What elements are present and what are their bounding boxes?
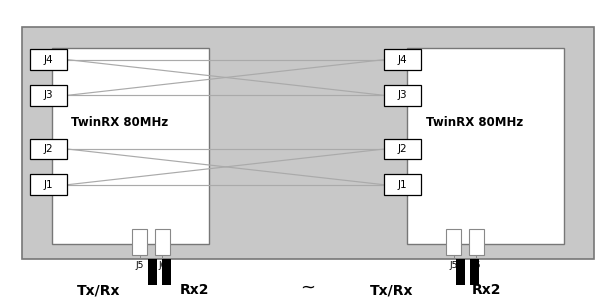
Text: Tx/Rx: Tx/Rx bbox=[370, 283, 413, 297]
Text: J2: J2 bbox=[44, 144, 54, 154]
Bar bbox=[384, 49, 421, 70]
Text: J4: J4 bbox=[398, 55, 408, 65]
Text: Rx2: Rx2 bbox=[179, 283, 209, 297]
Text: J2: J2 bbox=[398, 144, 408, 154]
Bar bbox=[52, 48, 209, 244]
Bar bbox=[30, 85, 67, 106]
Text: J5: J5 bbox=[450, 261, 458, 270]
Bar bbox=[384, 139, 421, 159]
Text: J6: J6 bbox=[158, 261, 166, 270]
Text: J1: J1 bbox=[398, 180, 408, 190]
Bar bbox=[148, 259, 158, 285]
Text: J4: J4 bbox=[44, 55, 54, 65]
Bar bbox=[470, 259, 479, 285]
Text: J3: J3 bbox=[44, 90, 54, 100]
Bar bbox=[155, 229, 170, 255]
Bar bbox=[456, 259, 466, 285]
Text: J6: J6 bbox=[472, 261, 480, 270]
Bar bbox=[384, 85, 421, 106]
Text: J1: J1 bbox=[44, 180, 54, 190]
Bar bbox=[30, 139, 67, 159]
Bar bbox=[446, 229, 461, 255]
Bar bbox=[30, 49, 67, 70]
Bar bbox=[30, 174, 67, 195]
Bar bbox=[22, 27, 594, 259]
Bar bbox=[469, 229, 484, 255]
Text: Tx/Rx: Tx/Rx bbox=[77, 283, 120, 297]
Text: TwinRX 80MHz: TwinRX 80MHz bbox=[426, 116, 523, 129]
Text: TwinRX 80MHz: TwinRX 80MHz bbox=[71, 116, 169, 129]
Text: ~: ~ bbox=[301, 279, 315, 297]
Bar bbox=[407, 48, 564, 244]
Bar bbox=[162, 259, 171, 285]
Text: Rx2: Rx2 bbox=[472, 283, 501, 297]
Bar bbox=[384, 174, 421, 195]
Text: J5: J5 bbox=[136, 261, 144, 270]
Bar bbox=[132, 229, 147, 255]
Text: J3: J3 bbox=[398, 90, 408, 100]
